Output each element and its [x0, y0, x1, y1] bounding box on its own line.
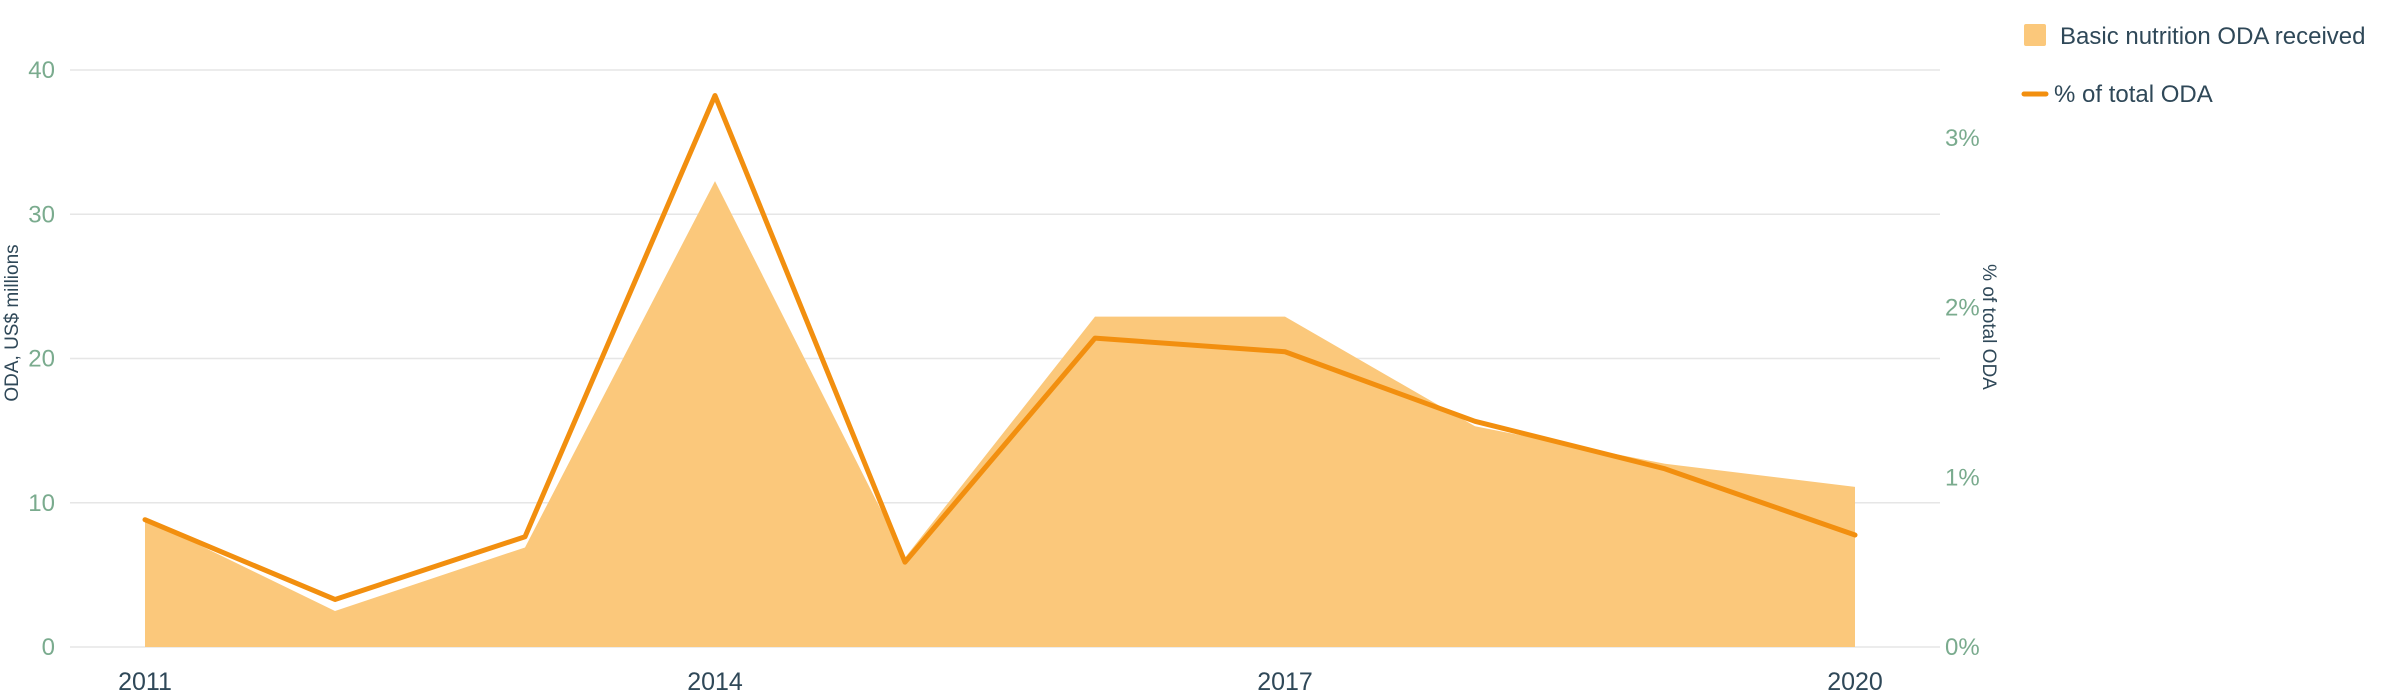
y-axis-left-title: ODA, US$ millions [2, 244, 23, 401]
line-percent-total-oda[interactable] [142, 93, 1858, 602]
x-axis-ticks: 2011 2014 2017 2020 [118, 668, 1883, 696]
legend-item-area[interactable]: Basic nutrition ODA received [2024, 23, 2365, 50]
y-axis-right-ticks: 0% 1% 2% 3% [1945, 125, 1980, 661]
legend-label-line: % of total ODA [2054, 81, 2213, 108]
y-left-tick-label: 10 [28, 490, 55, 517]
y-right-tick-label: 0% [1945, 634, 1980, 661]
y-right-tick-label: 1% [1945, 464, 1980, 491]
x-tick-label: 2017 [1257, 668, 1313, 696]
y-right-tick-label: 3% [1945, 125, 1980, 152]
line-series [142, 93, 1858, 602]
area-basic-nutrition-oda[interactable] [145, 181, 1855, 647]
legend-label-area: Basic nutrition ODA received [2060, 23, 2365, 50]
x-tick-label: 2014 [687, 668, 743, 696]
area-series [145, 181, 1855, 647]
x-tick-label: 2011 [118, 668, 172, 696]
y-left-tick-label: 40 [28, 57, 55, 84]
legend-swatch-area [2024, 24, 2046, 46]
y-axis-left-ticks: 0 10 20 30 40 [28, 57, 55, 661]
y-left-tick-label: 0 [42, 634, 55, 661]
x-tick-label: 2020 [1827, 668, 1883, 696]
legend: Basic nutrition ODA received % of total … [2021, 23, 2365, 108]
y-right-tick-label: 2% [1945, 295, 1980, 322]
y-left-tick-label: 20 [28, 346, 55, 373]
y-axis-right-title: % of total ODA [1978, 264, 1999, 390]
y-left-tick-label: 30 [28, 201, 55, 228]
legend-item-line[interactable]: % of total ODA [2021, 81, 2213, 108]
